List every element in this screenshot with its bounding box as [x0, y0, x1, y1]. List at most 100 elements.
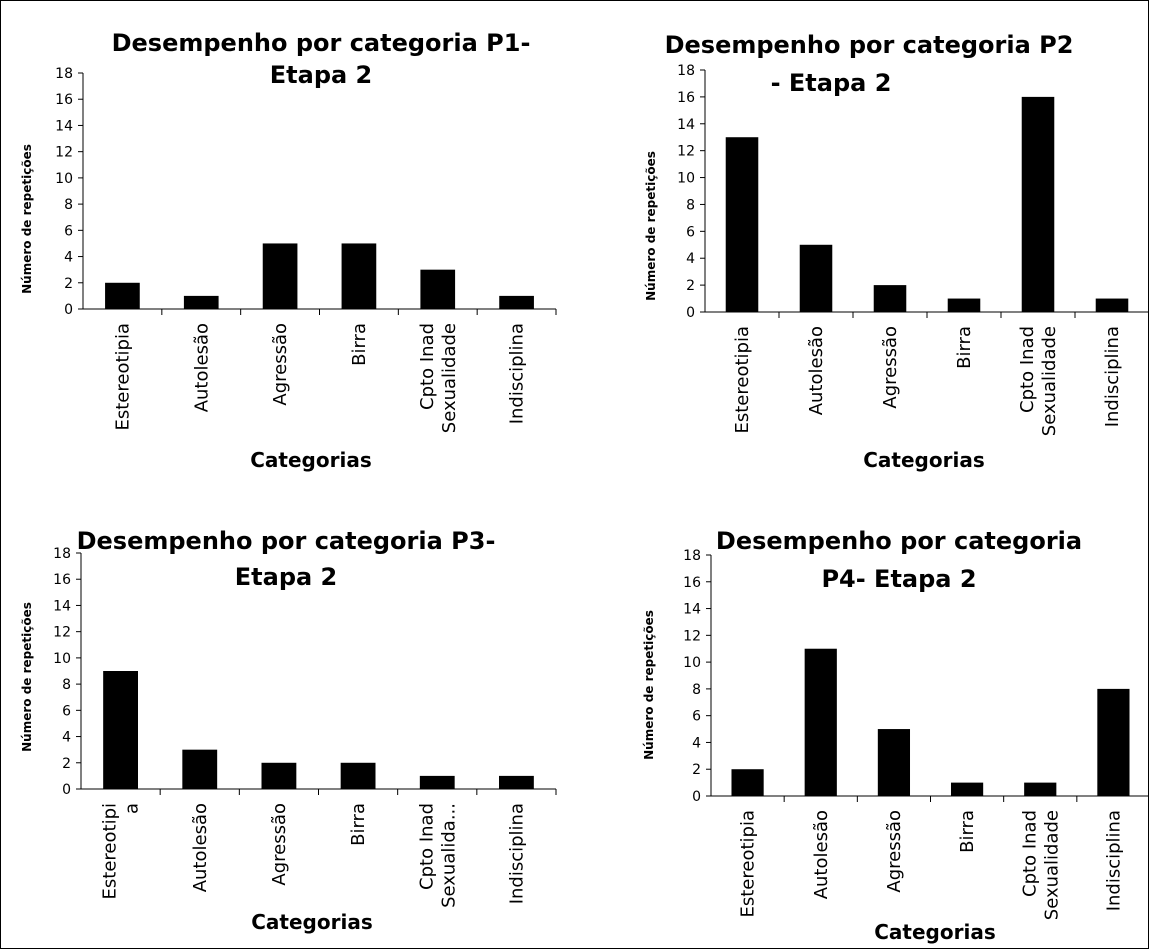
y-tick-label: 0: [686, 305, 695, 321]
bar: [262, 243, 298, 309]
y-tick-label: 0: [64, 302, 73, 318]
y-tick-label: 8: [62, 677, 71, 693]
bar: [420, 269, 456, 309]
bar: [1095, 298, 1129, 312]
y-tick-label: 6: [64, 223, 73, 239]
y-tick-label: 0: [62, 782, 71, 798]
x-axis-label: Categorias: [250, 448, 371, 472]
bar: [105, 282, 140, 309]
bars: [731, 648, 1130, 796]
x-tick-label: Birra: [954, 326, 975, 369]
x-axis-label: Categorias: [874, 920, 995, 944]
bar: [799, 244, 833, 312]
y-axis: 0 2 4 6 8 10 12 14 16 18: [53, 546, 82, 798]
bar: [731, 769, 764, 796]
x-tick-label: Estereotipia: [738, 810, 759, 918]
x-tick-label: Cpto Inad: [1019, 810, 1040, 897]
chart-title-line-1: Desempenho por categoria P2: [665, 31, 1074, 59]
x-tick-label: Agressão: [269, 803, 290, 886]
y-tick-label: 16: [677, 90, 695, 106]
bar: [725, 137, 759, 312]
y-tick-label: 14: [677, 117, 695, 133]
x-tick-label: Cpto Inad: [417, 323, 438, 410]
chart-title-line-2: - Etapa 2: [771, 69, 892, 97]
y-tick-label: 12: [683, 628, 701, 644]
x-tick-label: Autolesão: [811, 810, 832, 899]
x-tick-label: Birra: [957, 810, 978, 853]
y-tick-label: 2: [62, 756, 71, 772]
x-tick-label: Sexualidade: [439, 323, 460, 433]
y-tick-label: 16: [55, 92, 73, 108]
x-tick-label: Sexualida...: [438, 803, 459, 908]
bar: [1021, 96, 1055, 312]
x-tick-label: Agressão: [880, 326, 901, 409]
x-axis: Estereotipia Autolesão Agressão Birra Cpto I…: [705, 311, 1148, 436]
y-tick-label: 2: [692, 762, 701, 778]
y-tick-label: 8: [64, 197, 73, 213]
x-axis-label: Categorias: [251, 910, 372, 934]
chart-title-line-1: Desempenho por categoria: [716, 527, 1082, 555]
bar: [340, 762, 376, 789]
y-tick-label: 4: [62, 730, 71, 746]
bar: [873, 285, 907, 312]
bar: [182, 749, 218, 789]
x-tick-label: Agressão: [884, 810, 905, 893]
bars: [103, 671, 534, 789]
y-axis: 0 2 4 6 8 10 12 14 16 18: [683, 548, 712, 805]
y-tick-label: 10: [683, 655, 701, 671]
x-tick-label: Cpto Inad: [416, 803, 437, 890]
bar: [804, 648, 837, 796]
y-tick-label: 18: [53, 546, 71, 562]
y-tick-label: 6: [686, 224, 695, 240]
x-tick-label: a: [122, 803, 143, 814]
chart-title-line-2: P4- Etapa 2: [821, 565, 976, 593]
y-axis: 0 2 4 6 8 10 12 14 16 18: [55, 66, 84, 318]
x-tick-label: Birra: [349, 323, 370, 366]
y-tick-label: 6: [692, 709, 701, 725]
x-tick-label: Indisciplina: [507, 323, 528, 424]
x-tick-label: Agressão: [270, 323, 291, 406]
y-tick-label: 6: [62, 703, 71, 719]
x-tick-label: Estereotipia: [112, 323, 133, 431]
y-tick-label: 14: [55, 118, 73, 134]
chart-p1: Desempenho por categoria P1- Etapa 2 Núm…: [20, 29, 557, 472]
bar: [261, 762, 297, 789]
x-tick-label: Autolesão: [806, 326, 827, 415]
y-tick-label: 4: [64, 250, 73, 266]
y-axis-label: Número de repetições: [20, 144, 34, 294]
y-tick-label: 16: [53, 572, 71, 588]
y-tick-label: 4: [692, 735, 701, 751]
x-tick-label: Birra: [348, 803, 369, 846]
y-tick-label: 18: [677, 63, 695, 79]
x-tick-label: Autolesão: [191, 323, 212, 412]
bar: [947, 298, 981, 312]
x-tick-label: Sexualidade: [1039, 326, 1060, 436]
chart-title-line-2: Etapa 2: [270, 61, 373, 89]
y-axis-label: Número de repetições: [20, 602, 34, 752]
bar: [341, 243, 377, 309]
y-tick-label: 8: [692, 682, 701, 698]
x-axis: Estereotipia Autolesão Agressão Birra Cpto I…: [83, 308, 557, 433]
y-tick-label: 12: [53, 625, 71, 641]
chart-title-line-1: Desempenho por categoria P3-: [77, 527, 496, 555]
chart-p3: Desempenho por categoria P3- Etapa 2 Núm…: [20, 527, 557, 934]
y-tick-label: 12: [55, 145, 73, 161]
y-tick-label: 2: [686, 278, 695, 294]
y-axis: 0 2 4 6 8 10 12 14 16 18: [677, 63, 706, 321]
bar: [877, 729, 911, 796]
x-axis: Estereotipia Autolesão Agressão Birra Cpto I…: [711, 795, 1148, 920]
y-tick-label: 18: [55, 66, 73, 82]
y-tick-label: 16: [683, 575, 701, 591]
chart-p2: Desempenho por categoria P2 - Etapa 2 Nú…: [644, 31, 1148, 472]
bar: [1024, 782, 1057, 796]
bars: [105, 243, 534, 309]
y-tick-label: 10: [53, 651, 71, 667]
bar: [1097, 688, 1130, 796]
chart-title-line-2: Etapa 2: [235, 563, 338, 591]
y-tick-label: 10: [677, 171, 695, 187]
y-tick-label: 8: [686, 197, 695, 213]
y-tick-label: 4: [686, 251, 695, 267]
x-tick-label: Indisciplina: [1102, 326, 1123, 427]
